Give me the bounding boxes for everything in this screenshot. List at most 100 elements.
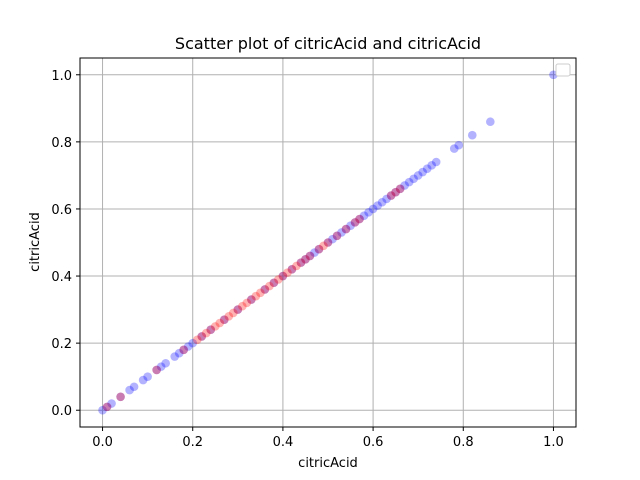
blue-data-point [355, 214, 364, 224]
blue-data-point [219, 315, 229, 324]
x-tick-label: 0.0 [92, 435, 113, 450]
blue-data-point [359, 211, 369, 220]
chart-title: Scatter plot of citricAcid and citricAci… [175, 34, 481, 53]
blue-data-point [413, 171, 423, 180]
red-data-point [219, 315, 229, 324]
blue-data-point [102, 402, 112, 412]
blue-data-point [183, 342, 193, 351]
red-data-point [265, 281, 274, 291]
blue-data-point [310, 248, 319, 257]
blue-data-point [373, 201, 382, 210]
red-data-point [210, 322, 220, 331]
y-tick-label: 0.8 [51, 136, 72, 151]
blue-data-point [382, 194, 391, 204]
blue-data-point [314, 244, 324, 254]
red-data-point [269, 278, 279, 288]
blue-data-point [107, 399, 116, 408]
blue-data-point [422, 164, 432, 173]
blue-data-point [138, 375, 148, 385]
y-tick-label: 0.6 [51, 203, 72, 218]
blue-data-point [206, 325, 216, 335]
red-data-point [274, 275, 283, 284]
red-data-point [319, 241, 328, 251]
blue-data-point [260, 285, 270, 294]
red-data-point [296, 258, 306, 267]
red-data-point [260, 285, 270, 294]
red-data-point [224, 312, 234, 321]
blue-data-point [179, 345, 189, 355]
red-data-point [355, 214, 364, 224]
blue-data-point [116, 392, 125, 402]
red-data-point [278, 271, 288, 281]
red-data-point [314, 244, 324, 254]
blue-data-point [395, 184, 405, 194]
red-data-point [283, 268, 292, 277]
blue-data-point [418, 167, 427, 177]
blue-data-point [174, 348, 184, 358]
blue-data-point [98, 405, 107, 415]
blue-data-point [386, 191, 396, 200]
blue-data-point [152, 365, 161, 375]
x-tick-label: 1.0 [543, 435, 564, 450]
red-data-point [323, 238, 333, 247]
blue-data-point [233, 305, 243, 314]
red-data-point [292, 261, 301, 271]
blue-data-point [427, 161, 437, 170]
y-axis-ticks: 0.0 0.2 0.4 0.6 0.8 1.0 [51, 69, 80, 419]
grid-lines [80, 58, 576, 427]
blue-data-point [269, 278, 279, 288]
red-data-point [301, 254, 310, 264]
blue-data-point [328, 234, 337, 244]
red-data-point [192, 335, 202, 345]
blue-data-point [346, 221, 355, 231]
blue-data-point [305, 251, 315, 261]
red-data-point [332, 231, 342, 241]
blue-data-point [341, 224, 351, 234]
blue-data-point [368, 204, 378, 214]
red-data-point [247, 295, 256, 304]
blue-data-point [170, 352, 179, 361]
red-data-point [229, 308, 238, 318]
red-data-point [201, 328, 211, 338]
blue-data-point [409, 174, 418, 184]
red-data-point [197, 332, 207, 341]
red-data-point [305, 251, 315, 261]
red-data-point [386, 191, 396, 200]
x-tick-label: 0.2 [182, 435, 203, 450]
blue-data-point [247, 295, 256, 304]
blue-data-point [278, 271, 288, 281]
blue-data-point [296, 258, 306, 267]
x-tick-label: 0.8 [453, 435, 474, 450]
red-data-point [215, 318, 225, 328]
red-data-point [251, 291, 261, 301]
red-data-point [256, 288, 265, 298]
blue-data-point [287, 265, 297, 274]
blue-data-point [332, 231, 342, 241]
plot-area-frame [79, 57, 577, 428]
blue-data-point [404, 177, 414, 187]
blue-data-point [188, 338, 198, 348]
red-data-point [350, 218, 360, 227]
red-data-point [242, 298, 252, 308]
red-data-point [391, 187, 400, 197]
blue-data-point [377, 197, 387, 207]
blue-data-point [129, 382, 139, 392]
x-axis-label: citricAcid [298, 456, 358, 471]
blue-data-point [467, 130, 477, 140]
blue-data-point [454, 140, 464, 150]
blue-data-point [337, 228, 346, 237]
blue-data-point [391, 187, 400, 197]
data-points [98, 70, 558, 415]
blue-data-point [125, 385, 134, 395]
red-data-point [287, 265, 297, 274]
red-data-point [152, 365, 161, 375]
blue-data-point [350, 218, 360, 227]
blue-data-point [323, 238, 333, 247]
x-tick-label: 0.4 [273, 435, 294, 450]
red-data-point [238, 301, 247, 311]
blue-data-point [161, 358, 170, 368]
red-data-point [395, 184, 405, 194]
blue-data-point [156, 362, 166, 371]
blue-data-point [431, 157, 441, 167]
blue-data-point [197, 332, 207, 341]
